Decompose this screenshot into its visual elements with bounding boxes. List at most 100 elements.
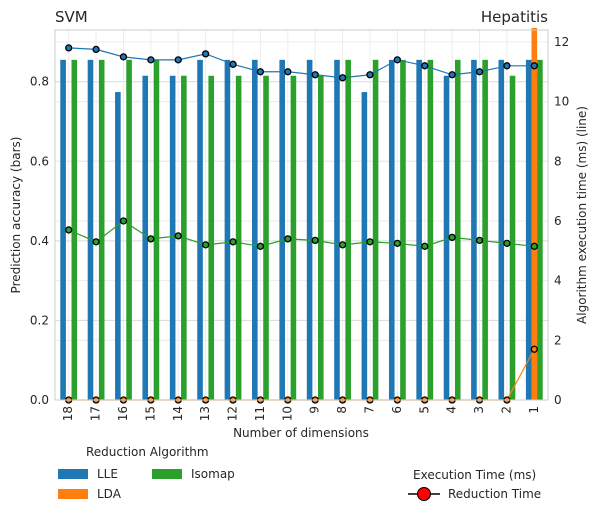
y-tick-label: 0.6 — [30, 154, 49, 168]
x-tick-label: 16 — [116, 406, 130, 421]
bar-lle — [306, 59, 313, 400]
point-isomap — [174, 232, 182, 240]
y-axis-label: Prediction accuracy (bars) — [9, 137, 23, 294]
legend2-label: Reduction Time — [448, 487, 542, 501]
y-tick-label: 0.4 — [30, 234, 49, 248]
point-isomap — [311, 236, 319, 245]
bar-lle — [87, 59, 94, 400]
bar-isomap — [372, 59, 379, 400]
point-isomap — [475, 236, 484, 245]
point-lle — [256, 68, 265, 76]
y2-tick-label: 8 — [554, 154, 562, 168]
x-tick-label: 18 — [61, 406, 75, 421]
point-lle — [119, 53, 128, 61]
bar-lle — [224, 59, 231, 400]
point-lle — [366, 71, 374, 79]
x-tick-label: 13 — [198, 406, 212, 421]
bar-lle — [388, 59, 395, 400]
legend-swatch-lle — [58, 469, 88, 479]
legend-item-isomap: Isomap — [152, 467, 235, 481]
x-tick-label: 14 — [171, 406, 185, 421]
y2-tick-label: 2 — [554, 333, 562, 347]
plot-frame — [54, 29, 549, 401]
point-lle — [92, 45, 100, 54]
y-tick-labels: 0.0 0.2 0.4 0.6 0.8 — [30, 75, 49, 407]
x-tick-label: 12 — [226, 406, 240, 421]
y2-tick-label: 4 — [554, 274, 562, 288]
point-isomap — [366, 238, 374, 246]
point-lle — [393, 56, 402, 64]
lines-group — [65, 44, 538, 404]
bar-lle — [416, 59, 422, 400]
bar-lda — [531, 28, 538, 401]
bar-isomap — [208, 75, 215, 400]
bar-lle — [60, 59, 66, 400]
x-tick-label: 6 — [390, 406, 404, 414]
x-tick-label: 1 — [527, 406, 541, 414]
line-lle — [68, 47, 535, 79]
point-isomap — [338, 241, 347, 249]
legend-label-lda: LDA — [97, 487, 121, 501]
legend-item-lle: LLE — [58, 467, 118, 481]
bar-isomap — [454, 59, 461, 400]
chart-title-right: Hepatitis — [481, 8, 548, 26]
legend-title: Reduction Algorithm — [86, 445, 209, 459]
point-lle — [284, 68, 292, 76]
point-lda — [530, 345, 538, 353]
bar-isomap — [235, 75, 242, 400]
chart-title-left: SVM — [55, 8, 88, 26]
y-tick-label: 0.0 — [30, 393, 49, 407]
point-isomap — [503, 239, 511, 247]
bar-lle — [142, 75, 149, 400]
point-isomap — [256, 242, 265, 250]
x-tick-label: 11 — [253, 406, 267, 421]
x-tick-label: 5 — [417, 406, 431, 414]
bar-isomap — [126, 59, 132, 400]
point-lle — [147, 56, 155, 64]
legend2-item: Reduction Time — [408, 486, 541, 502]
point-isomap — [284, 235, 292, 243]
x-tick-labels: 18 17 16 15 14 13 12 11 10 9 8 7 6 5 4 3 2 1 — [61, 406, 541, 421]
bar-isomap — [345, 59, 351, 400]
point-isomap — [65, 226, 73, 234]
bar-lle — [334, 59, 340, 400]
bar-isomap — [153, 59, 160, 400]
point-lle — [174, 56, 182, 64]
x-axis-label: Number of dimensions — [233, 426, 369, 440]
y2-tick-label: 12 — [554, 35, 569, 49]
legend2-title: Execution Time (ms) — [413, 468, 537, 482]
line-isomap — [68, 220, 535, 247]
y-tick-label: 0.8 — [30, 75, 49, 89]
point-isomap — [229, 238, 237, 246]
point-lle — [475, 68, 484, 76]
bar-lle — [279, 59, 286, 400]
bar-isomap — [509, 75, 516, 400]
legend-label-isomap: Isomap — [191, 467, 235, 481]
bar-isomap — [71, 59, 78, 400]
y-tick-label: 0.2 — [30, 313, 49, 327]
point-isomap — [201, 241, 210, 249]
x-tick-label: 10 — [280, 406, 294, 421]
x-tick-label: 2 — [499, 406, 513, 414]
bar-isomap — [482, 59, 488, 400]
bar-isomap — [400, 59, 406, 400]
legend-swatch-isomap — [152, 469, 182, 479]
y2-tick-label: 0 — [554, 393, 562, 407]
bar-lle — [471, 59, 477, 400]
bar-lle — [252, 59, 258, 400]
line-lda — [68, 348, 535, 401]
point-lle — [229, 60, 237, 68]
point-isomap — [421, 242, 429, 250]
y2-tick-label: 10 — [554, 95, 569, 109]
red-dot-marker-icon — [408, 487, 440, 501]
bar-lle — [115, 92, 121, 400]
legend-item-lda: LDA — [58, 487, 121, 501]
bar-lle — [169, 75, 176, 400]
x-tick-label: 9 — [308, 406, 322, 414]
y2-axis-label: Algorithm execution time (ms) (line) — [575, 106, 589, 324]
x-tick-label: 15 — [143, 406, 157, 421]
bar-lle — [197, 59, 203, 400]
point-isomap — [92, 238, 100, 246]
bar-lle — [525, 59, 532, 400]
y2-tick-labels: 0 2 4 6 8 10 12 — [554, 35, 569, 407]
